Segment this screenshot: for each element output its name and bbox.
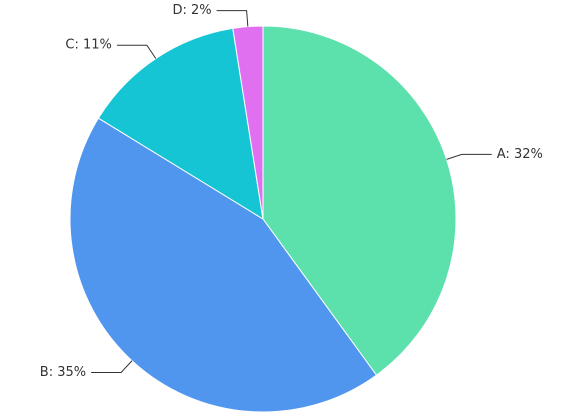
slice-label: B: 35% [40, 365, 86, 380]
leader-line [91, 360, 133, 373]
leader-line [116, 44, 157, 59]
slice-label: C: 11% [65, 38, 111, 53]
slice-label: A: 32% [497, 147, 543, 162]
pie-slice [69, 117, 378, 412]
leader-line [216, 10, 249, 27]
leader-line [446, 153, 492, 160]
pie-slice [97, 27, 264, 220]
slice-label: D: 2% [172, 3, 211, 18]
pie-slice [232, 25, 264, 220]
